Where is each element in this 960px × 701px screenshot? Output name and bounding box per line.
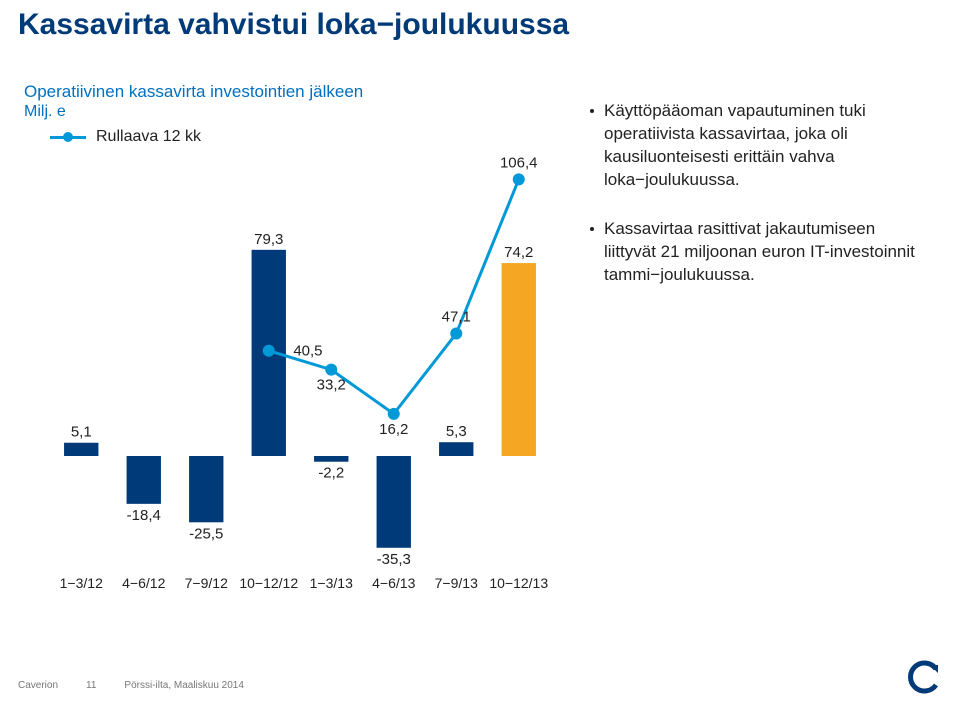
bullet-icon <box>590 227 594 231</box>
x-axis-label: 10−12/12 <box>239 575 298 591</box>
notes-list: Käyttöpääoman vapautuminen tuki operatii… <box>590 100 930 313</box>
legend-label: Rullaava 12 kk <box>96 128 201 146</box>
line-value-label: 40,5 <box>293 343 322 360</box>
line-value-label: 47,1 <box>442 309 471 326</box>
line-marker-icon <box>388 408 400 420</box>
note-text: Kassavirtaa rasittivat jakautumiseen lii… <box>604 218 930 287</box>
bar <box>64 443 98 456</box>
bar-value-label: 5,1 <box>71 424 92 441</box>
x-axis-label: 4−6/12 <box>122 575 165 591</box>
legend-sample-icon <box>50 136 86 139</box>
note-text: Käyttöpääoman vapautuminen tuki operatii… <box>604 100 930 192</box>
x-axis-label: 7−9/13 <box>435 575 478 591</box>
line-marker-icon <box>513 173 525 185</box>
x-axis-label: 10−12/13 <box>489 575 548 591</box>
chart-legend: Rullaava 12 kk <box>50 128 201 146</box>
bar <box>314 456 348 462</box>
brand-logo-icon <box>906 659 942 695</box>
x-axis-label: 1−3/13 <box>310 575 353 591</box>
line-value-label: 33,2 <box>317 377 346 394</box>
bar-value-label: 74,2 <box>504 244 533 261</box>
x-axis-label: 7−9/12 <box>185 575 228 591</box>
x-axis-label: 1−3/12 <box>60 575 103 591</box>
line-marker-icon <box>450 328 462 340</box>
cashflow-chart: 5,1 -18,4 -25,5 79,3 -2,2 -35,3 5,3 74,2 40,5 33,… <box>40 150 560 600</box>
trend-line <box>269 179 519 414</box>
page-title: Kassavirta vahvistui loka−joulukuussa <box>18 8 569 42</box>
bar <box>439 442 473 456</box>
footer-context: Pörssi-ilta, Maaliskuu 2014 <box>124 680 244 691</box>
page-footer: Caverion 11 Pörssi-ilta, Maaliskuu 2014 <box>18 680 244 691</box>
bar-value-label: -2,2 <box>318 465 344 482</box>
line-marker-icon <box>325 364 337 376</box>
bar-value-label: -25,5 <box>189 525 223 542</box>
bar <box>127 456 161 504</box>
chart-subtitle: Operatiivinen kassavirta investointien j… <box>24 82 363 102</box>
bar-value-label: 5,3 <box>446 423 467 440</box>
line-marker-icon <box>263 345 275 357</box>
line-value-label: 106,4 <box>500 154 538 171</box>
footer-page-number: 11 <box>86 680 96 691</box>
footer-brand: Caverion <box>18 680 58 691</box>
bar-value-label: 79,3 <box>254 231 283 248</box>
bar-value-label: -35,3 <box>377 551 411 568</box>
bar <box>502 263 536 456</box>
bar <box>189 456 223 522</box>
x-axis-label: 4−6/13 <box>372 575 415 591</box>
note-item: Käyttöpääoman vapautuminen tuki operatii… <box>590 100 930 192</box>
chart-unit: Milj. e <box>24 103 66 121</box>
bar-value-label: -18,4 <box>127 507 161 524</box>
legend-marker-icon <box>63 132 73 142</box>
bar <box>377 456 411 548</box>
note-item: Kassavirtaa rasittivat jakautumiseen lii… <box>590 218 930 287</box>
bullet-icon <box>590 109 594 113</box>
line-value-label: 16,2 <box>379 421 408 438</box>
